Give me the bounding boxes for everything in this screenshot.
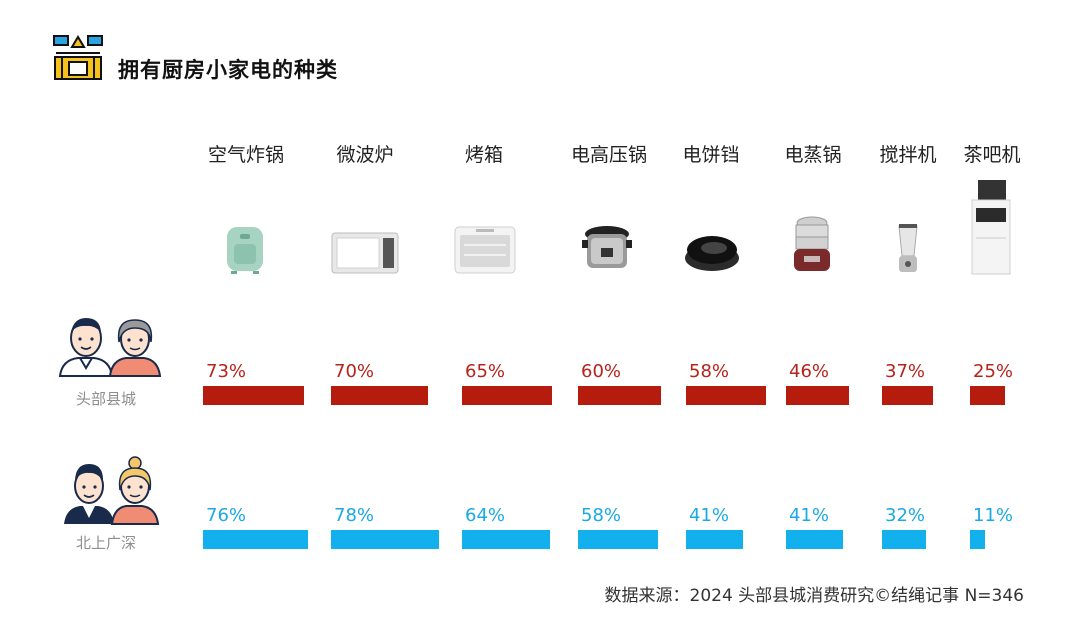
- bar: [203, 530, 308, 549]
- bar: [686, 530, 743, 549]
- data-label: 76%: [206, 505, 247, 526]
- steamer-icon: [794, 216, 830, 271]
- bar: [578, 386, 661, 405]
- oven-icon: [454, 226, 516, 274]
- bar: [882, 530, 926, 549]
- category-label: 电蒸锅: [784, 144, 842, 166]
- category-label: 微波炉: [336, 144, 394, 166]
- kitchen-icon: [53, 35, 103, 80]
- data-label: 37%: [885, 361, 926, 382]
- data-label: 70%: [334, 361, 375, 382]
- pressure-cooker-icon: [582, 226, 632, 268]
- bar: [970, 386, 1005, 405]
- bar: [970, 530, 985, 549]
- data-label: 32%: [885, 505, 926, 526]
- bar: [331, 386, 428, 405]
- bar: [882, 386, 933, 405]
- microwave-icon: [331, 232, 399, 274]
- group-label-tier1: 北上广深: [75, 534, 137, 552]
- couple-older-icon: [58, 318, 162, 377]
- bar: [462, 530, 550, 549]
- blender-icon: [898, 224, 918, 272]
- bar: [686, 386, 766, 405]
- bar: [331, 530, 439, 549]
- data-source: 数据来源：2024 头部县城消费研究©结绳记事 N=346: [604, 586, 1024, 606]
- data-label: 58%: [689, 361, 730, 382]
- water-dispenser-icon: [971, 180, 1011, 275]
- category-label: 茶吧机: [963, 144, 1021, 166]
- data-label: 46%: [789, 361, 830, 382]
- couple-younger-icon: [64, 456, 160, 525]
- data-label: 25%: [973, 361, 1014, 382]
- category-label: 空气炸锅: [207, 144, 285, 166]
- bar: [786, 530, 843, 549]
- category-label: 烤箱: [464, 144, 504, 166]
- data-label: 41%: [789, 505, 830, 526]
- data-label: 65%: [465, 361, 506, 382]
- bar: [786, 386, 849, 405]
- data-label: 11%: [973, 505, 1014, 526]
- data-label: 78%: [334, 505, 375, 526]
- data-label: 64%: [465, 505, 506, 526]
- bar: [462, 386, 552, 405]
- air-fryer-icon: [227, 227, 263, 274]
- data-label: 58%: [581, 505, 622, 526]
- data-label: 41%: [689, 505, 730, 526]
- data-label: 60%: [581, 361, 622, 382]
- bar: [578, 530, 658, 549]
- chart-title: 拥有厨房小家电的种类: [118, 58, 338, 82]
- category-label: 电高压锅: [570, 144, 648, 166]
- data-label: 73%: [206, 361, 247, 382]
- electric-griddle-icon: [685, 236, 739, 271]
- group-label-county: 头部县城: [75, 390, 137, 408]
- category-label: 搅拌机: [879, 144, 937, 166]
- category-label: 电饼铛: [682, 144, 740, 166]
- bar: [203, 386, 304, 405]
